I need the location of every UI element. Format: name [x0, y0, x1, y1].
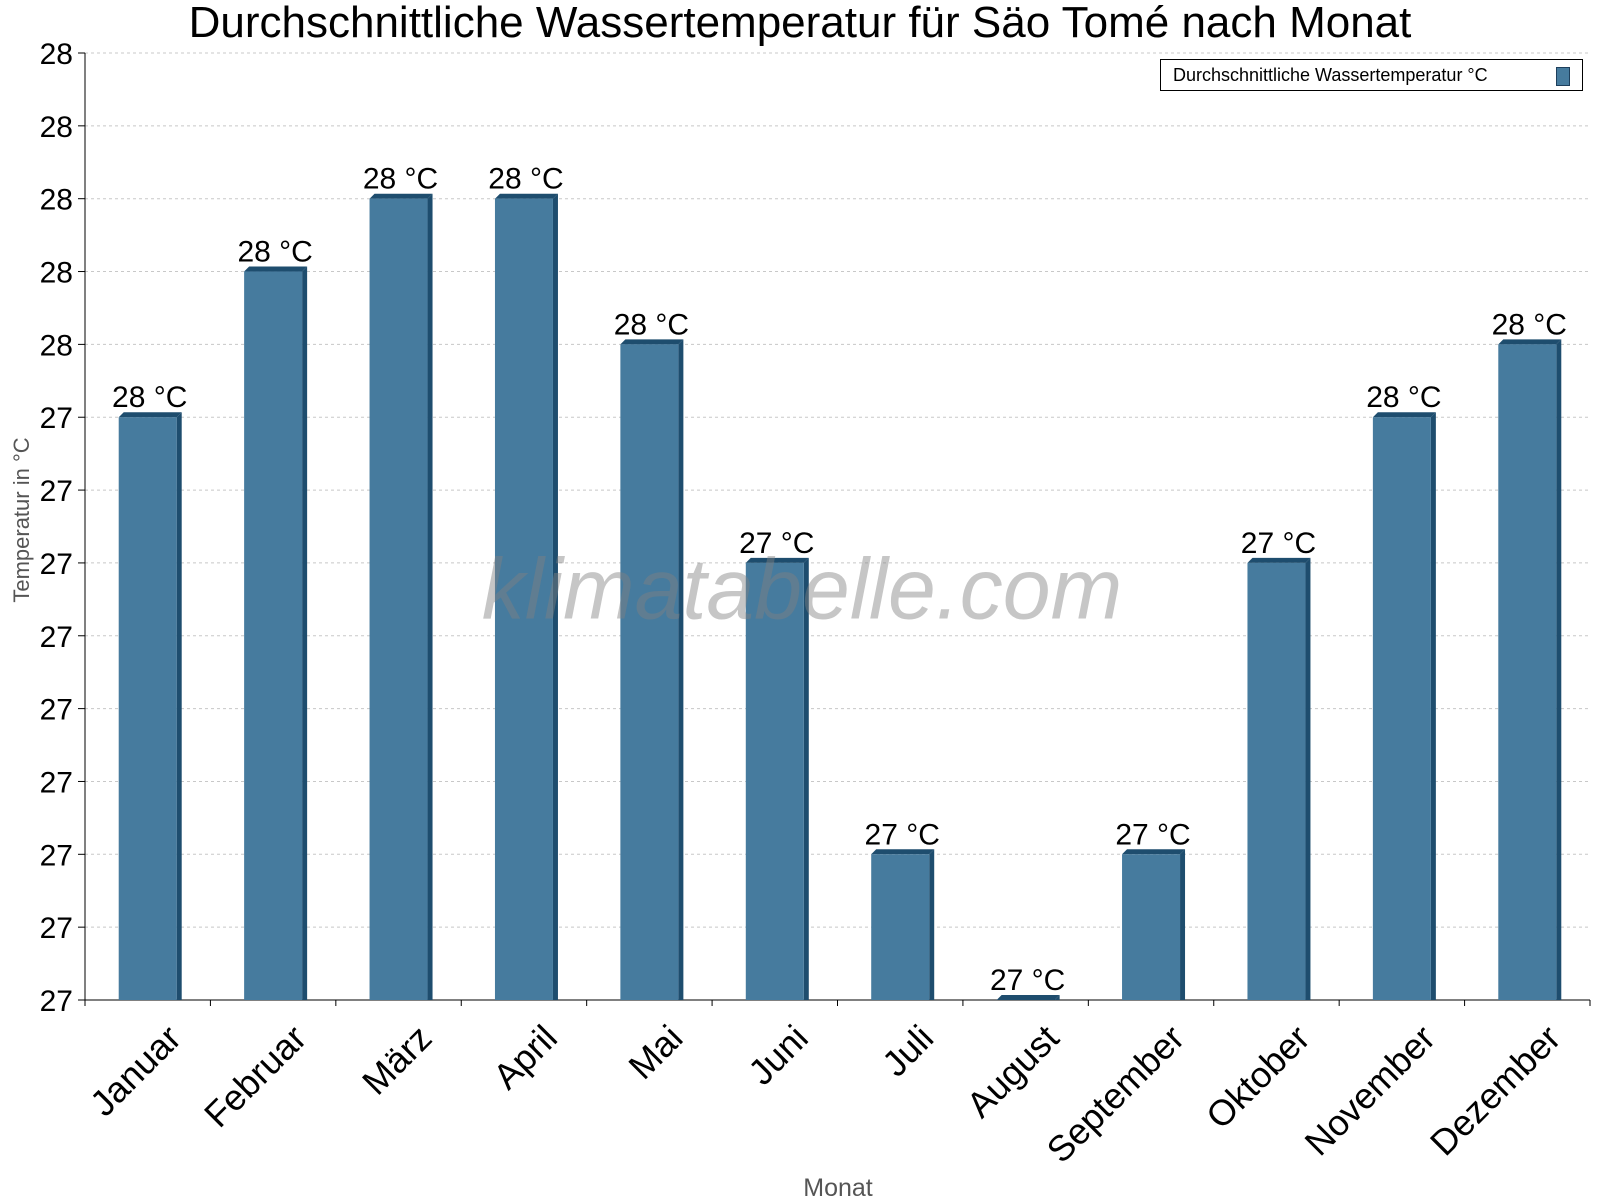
- y-tick-label: 27: [40, 912, 73, 945]
- y-tick-label: 27: [40, 621, 73, 654]
- legend-label: Durchschnittliche Wassertemperatur °C: [1173, 65, 1488, 85]
- data-label: 27 °C: [739, 527, 814, 560]
- data-label: 28 °C: [614, 308, 689, 341]
- y-tick-label: 28: [40, 38, 73, 71]
- bar: [1122, 854, 1181, 1000]
- bar-side: [803, 557, 809, 1000]
- x-tick-label: Juli: [874, 1017, 941, 1084]
- x-tick-label: Oktober: [1198, 1017, 1318, 1137]
- data-label: 28 °C: [488, 163, 563, 196]
- bar-top: [244, 266, 308, 272]
- chart-title: Durchschnittliche Wassertemperatur für S…: [188, 0, 1412, 47]
- bar: [1498, 344, 1557, 1000]
- y-tick-label: 28: [40, 111, 73, 144]
- bar: [118, 417, 177, 1000]
- x-tick-label: Juni: [740, 1017, 816, 1093]
- y-tick-label: 28: [40, 329, 73, 362]
- x-tick-label: März: [354, 1017, 440, 1103]
- bar-top: [494, 193, 558, 199]
- bar-top: [1372, 412, 1436, 418]
- bar-top: [996, 995, 1060, 1000]
- bar: [494, 198, 553, 1000]
- y-tick-label: 27: [40, 839, 73, 872]
- bar-side: [1305, 557, 1311, 1000]
- bar-top: [871, 849, 935, 855]
- y-tick-label: 28: [40, 257, 73, 290]
- data-label: 28 °C: [1492, 308, 1567, 341]
- bar-side: [427, 193, 433, 1000]
- bar: [244, 271, 303, 1000]
- bar-top: [118, 412, 182, 418]
- bar-top: [620, 339, 684, 345]
- bar-side: [552, 193, 558, 1000]
- bar-top: [1122, 849, 1186, 855]
- bar-top: [1247, 557, 1311, 563]
- bar-side: [176, 412, 182, 1000]
- x-tick-label: Februar: [196, 1017, 314, 1135]
- bar-top: [1498, 339, 1562, 345]
- bar: [1372, 417, 1431, 1000]
- y-tick-label: 27: [40, 548, 73, 581]
- bar: [745, 562, 804, 1000]
- x-axis-label: Monat: [803, 1174, 873, 1202]
- data-label: 27 °C: [865, 818, 940, 851]
- x-tick-label: Januar: [82, 1017, 189, 1124]
- x-tick-label: Dezember: [1422, 1017, 1568, 1163]
- bar-side: [1430, 412, 1436, 1000]
- data-label: 28 °C: [112, 381, 187, 414]
- x-tick-label: Mai: [620, 1017, 690, 1087]
- y-tick-label: 27: [40, 766, 73, 799]
- x-tick-label: August: [958, 1017, 1066, 1125]
- legend-swatch: [1556, 67, 1570, 86]
- y-tick-label: 27: [40, 402, 73, 435]
- bar-side: [1054, 995, 1060, 1000]
- bar-side: [678, 339, 684, 1000]
- data-label: 27 °C: [1115, 818, 1190, 851]
- data-label: 28 °C: [363, 163, 438, 196]
- bar: [871, 854, 930, 1000]
- bar: [1247, 562, 1306, 1000]
- watermark: klimatabelle.com: [481, 541, 1123, 638]
- x-tick-label: September: [1039, 1017, 1193, 1171]
- y-tick-label: 27: [40, 985, 73, 1018]
- bar-side: [1556, 339, 1562, 1000]
- data-label: 28 °C: [1366, 381, 1441, 414]
- bar-side: [1180, 849, 1186, 1000]
- x-tick-label: April: [485, 1017, 565, 1097]
- data-label: 27 °C: [990, 964, 1065, 997]
- y-tick-label: 28: [40, 184, 73, 217]
- bar-top: [745, 557, 809, 563]
- bar-top: [369, 193, 433, 199]
- y-tick-label: 27: [40, 475, 73, 508]
- bar-side: [302, 266, 308, 1000]
- data-label: 28 °C: [237, 236, 312, 269]
- bar-side: [929, 849, 935, 1000]
- bar: [620, 344, 679, 1000]
- bar: [369, 198, 428, 1000]
- x-tick-label: November: [1296, 1017, 1442, 1163]
- y-tick-label: 27: [40, 694, 73, 727]
- legend: Durchschnittliche Wassertemperatur °C: [1160, 59, 1583, 91]
- data-label: 27 °C: [1241, 527, 1316, 560]
